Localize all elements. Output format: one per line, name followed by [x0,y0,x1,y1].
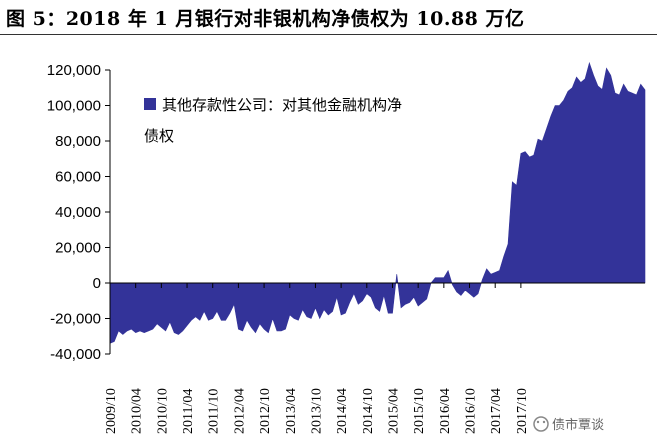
y-tick-label: -20,000 [50,311,101,328]
x-tick-label: 2012/04 [232,388,247,434]
x-tick-label: 2015/04 [387,388,402,434]
y-tick-label: 20,000 [55,240,101,257]
legend: 其他存款性公司：对其他金融机构净 债权 [144,96,402,145]
plot-layer [109,61,646,344]
watermark-text: 债市覃谈 [552,417,604,433]
wechat-icon-dot2 [542,420,546,424]
legend-label-cont: 债权 [144,127,174,145]
y-tick-label: 100,000 [47,98,101,115]
chart-title: 图 5：2018 年 1 月银行对非银机构净债权为 10.88 万亿 [6,8,525,30]
x-tick-label: 2010/10 [155,388,170,434]
wechat-icon-dot [536,420,540,424]
y-tick-label: 60,000 [55,169,101,186]
x-tick-label: 2014/10 [361,388,376,434]
x-tick-label: 2010/04 [130,388,145,434]
axes-layer: 120,000 100,000 80,000 60,000 40,000 20,000 0 -… [47,62,645,434]
x-tick-label: 2011/04 [181,389,196,434]
y-tick-label: -40,000 [50,346,101,363]
x-tick-label: 2016/10 [464,388,479,434]
x-tick-label: 2009/10 [104,388,119,434]
x-tick-label: 2014/04 [335,388,350,434]
y-tick-label: 80,000 [55,133,101,150]
series-area [109,61,646,344]
x-tick-label: 2012/10 [258,388,273,434]
title-underline [0,34,657,35]
x-tick-label: 2013/04 [284,388,299,434]
y-tick-label: 120,000 [47,62,101,79]
x-tick-label: 2011/10 [207,389,222,434]
x-tick-label: 2015/10 [412,388,427,434]
legend-swatch [144,98,156,110]
y-tick-label: 40,000 [55,204,101,221]
x-tick-label: 2013/10 [309,388,324,434]
x-tick-label: 2017/10 [515,388,530,434]
legend-label: 其他存款性公司：对其他金融机构净 [162,96,402,114]
y-tick-label: 0 [93,275,101,292]
wechat-icon [533,416,549,432]
x-tick-label: 2017/04 [489,388,504,434]
x-tick-label: 2016/04 [438,388,453,434]
watermark: 债市覃谈 [533,416,604,433]
